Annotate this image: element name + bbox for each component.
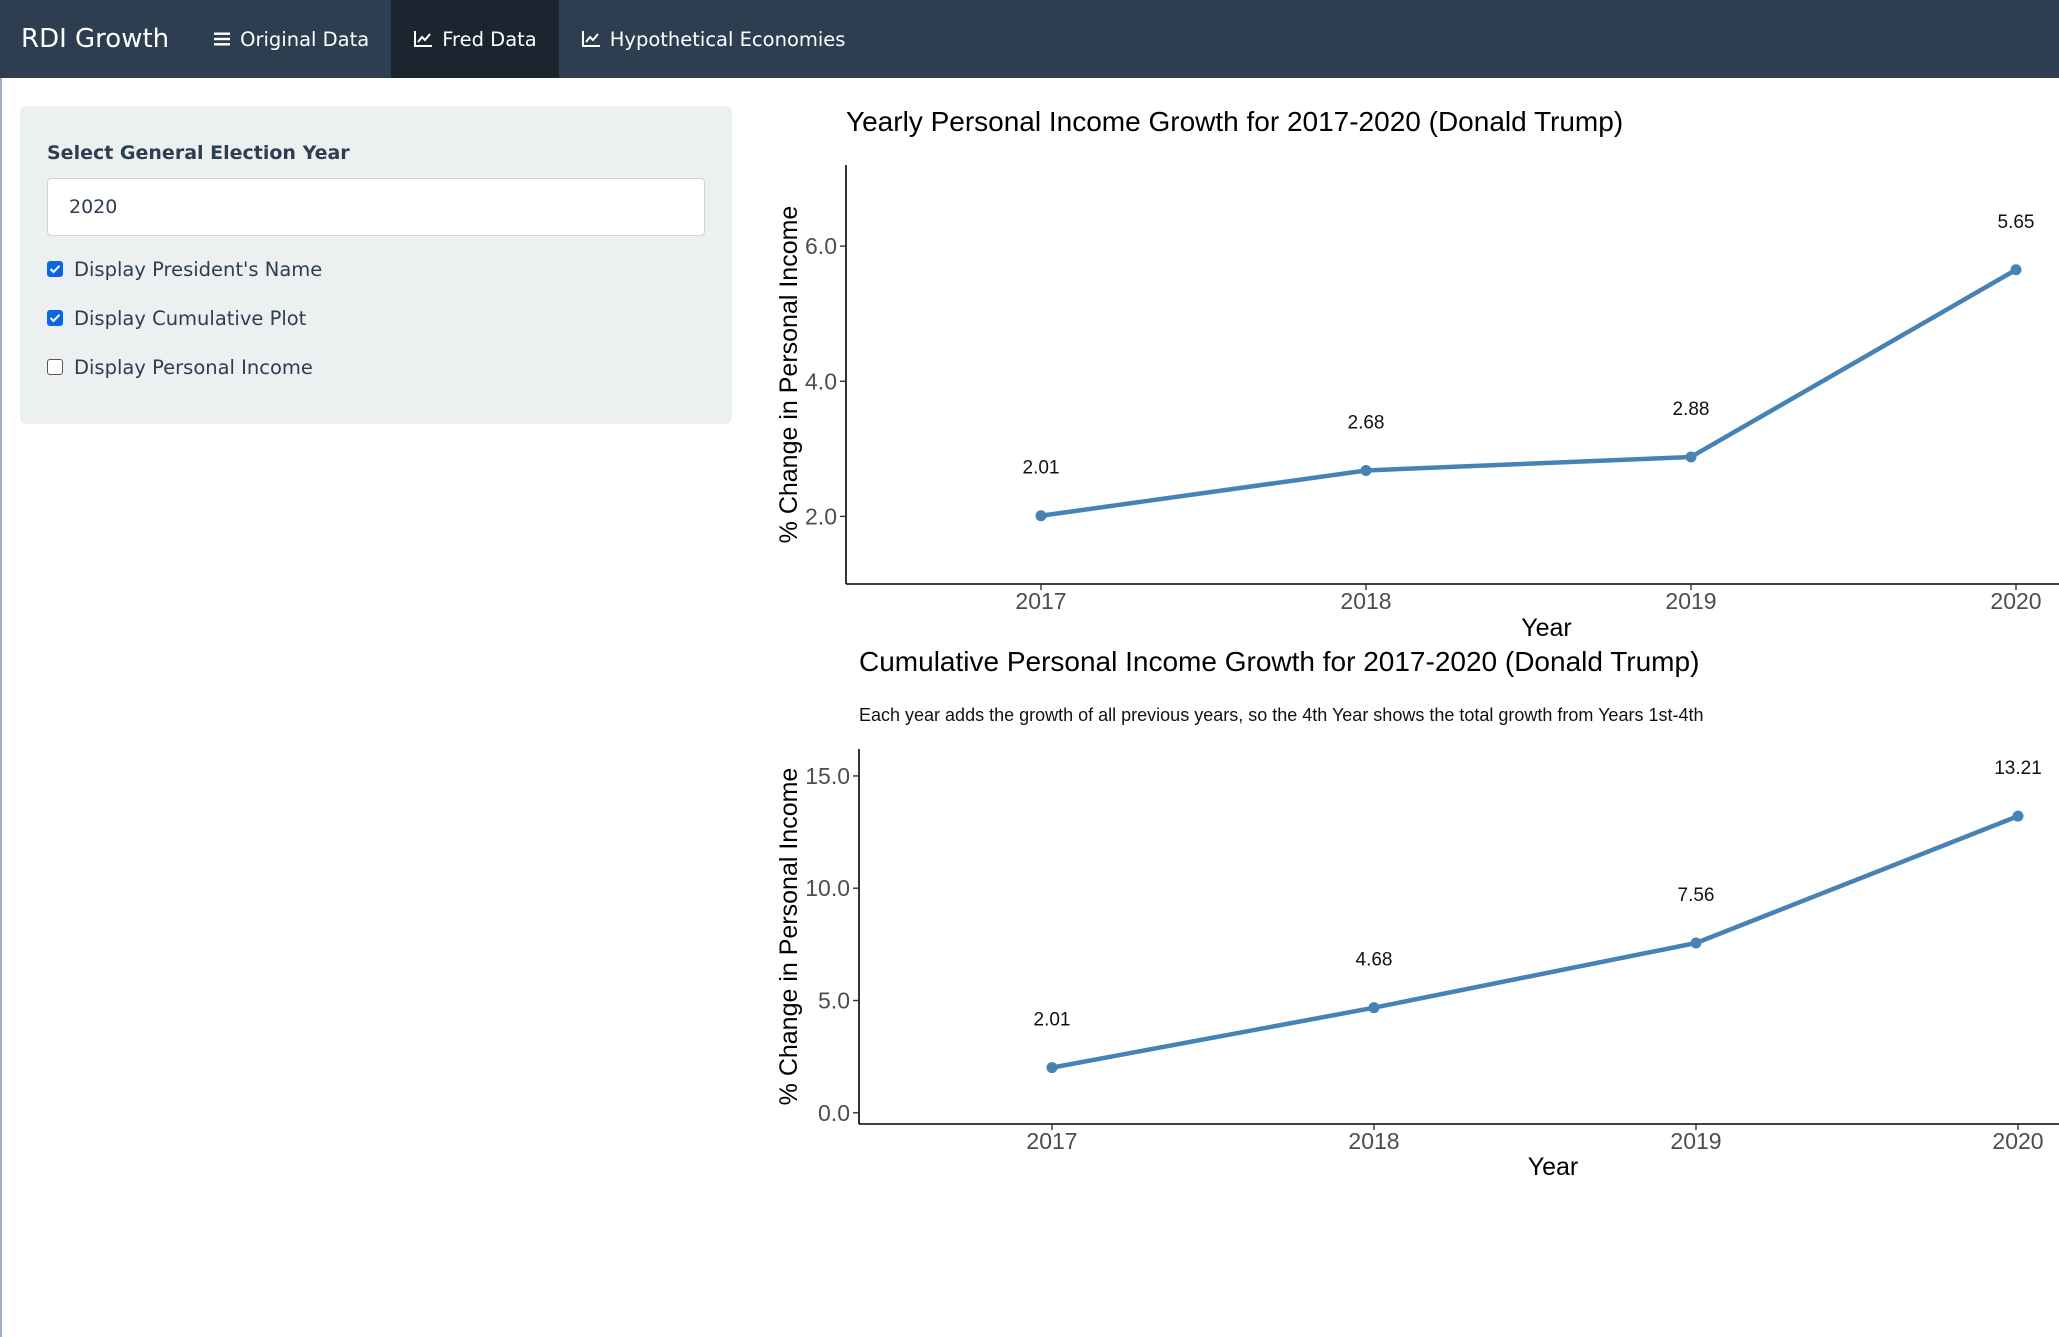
data-label: 2.01 bbox=[1034, 1010, 1071, 1031]
cumulative-income-chart: 0.0 5.0 10.0 15.0 2017 2018 2019 2020 % Change i… bbox=[775, 749, 2059, 1181]
data-label: 4.68 bbox=[1356, 950, 1393, 971]
election-year-select[interactable]: 2020 bbox=[47, 178, 705, 236]
y-tick-label: 4.0 bbox=[805, 368, 837, 394]
checkmark-icon bbox=[49, 265, 61, 274]
navbar: RDI Growth Original Data Fred Data Hypot… bbox=[0, 0, 2059, 78]
data-label: 7.56 bbox=[1678, 885, 1715, 906]
yearly-income-chart: 2.0 4.0 6.0 2017 2018 2019 2020 % Change in Per… bbox=[775, 165, 2059, 642]
y-tick-label: 10.0 bbox=[805, 875, 850, 901]
y-axis-title: % Change in Personal Income bbox=[775, 206, 803, 544]
line-chart-icon bbox=[414, 31, 433, 47]
cumulative-chart-subtitle: Each year adds the growth of all previou… bbox=[859, 705, 1704, 725]
election-year-label: Select General Election Year bbox=[47, 142, 350, 164]
y-tick-label: 2.0 bbox=[805, 503, 837, 529]
display-cumulative-plot-checkbox[interactable] bbox=[47, 310, 63, 326]
checkmark-icon bbox=[49, 314, 61, 323]
y-tick-label: 15.0 bbox=[805, 763, 850, 789]
series-line bbox=[1051, 814, 2019, 1070]
x-axis-title: Year bbox=[1528, 1153, 1579, 1181]
tab-label: Fred Data bbox=[442, 27, 537, 51]
yearly-chart-title: Yearly Personal Income Growth for 2017-2… bbox=[846, 106, 1624, 137]
display-personal-income-checkbox[interactable] bbox=[47, 359, 63, 375]
x-tick-label: 2019 bbox=[1670, 1128, 1721, 1154]
page-left-border bbox=[0, 78, 2, 1337]
data-point bbox=[2010, 264, 2022, 276]
x-axis-title: Year bbox=[1521, 614, 1572, 642]
x-tick-label: 2019 bbox=[1665, 588, 1716, 614]
x-tick-label: 2017 bbox=[1026, 1128, 1077, 1154]
display-personal-income-option[interactable]: Display Personal Income bbox=[47, 351, 705, 383]
y-tick-label: 5.0 bbox=[818, 987, 850, 1013]
app-brand[interactable]: RDI Growth bbox=[21, 24, 170, 54]
y-tick-label: 0.0 bbox=[818, 1100, 850, 1126]
tab-label: Original Data bbox=[240, 27, 370, 51]
data-point bbox=[2012, 810, 2024, 822]
data-label: 2.88 bbox=[1673, 399, 1710, 420]
tab-hypothetical-economies[interactable]: Hypothetical Economies bbox=[559, 0, 868, 78]
y-axis-title: % Change in Personal Income bbox=[775, 768, 803, 1106]
bars-icon bbox=[214, 32, 231, 46]
data-point bbox=[1690, 937, 1702, 949]
data-point bbox=[1685, 451, 1697, 463]
data-point bbox=[1360, 464, 1372, 476]
series-line bbox=[1040, 267, 2018, 518]
x-tick-label: 2017 bbox=[1015, 588, 1066, 614]
tab-fred-data[interactable]: Fred Data bbox=[391, 0, 559, 78]
data-label: 5.65 bbox=[1998, 212, 2035, 233]
display-president-name-option[interactable]: Display President's Name bbox=[47, 253, 705, 285]
data-label: 2.01 bbox=[1023, 458, 1060, 479]
data-label: 13.21 bbox=[1994, 758, 2042, 779]
tab-original-data[interactable]: Original Data bbox=[191, 0, 391, 78]
x-tick-label: 2018 bbox=[1348, 1128, 1399, 1154]
display-cumulative-plot-option[interactable]: Display Cumulative Plot bbox=[47, 302, 705, 334]
x-tick-label: 2020 bbox=[1992, 1128, 2043, 1154]
line-chart-icon bbox=[581, 31, 600, 47]
x-tick-label: 2020 bbox=[1990, 588, 2041, 614]
x-tick-label: 2018 bbox=[1340, 588, 1391, 614]
display-president-name-checkbox[interactable] bbox=[47, 261, 63, 277]
checkbox-label: Display Personal Income bbox=[74, 355, 313, 379]
y-tick-label: 6.0 bbox=[805, 233, 837, 259]
checkbox-label: Display President's Name bbox=[74, 257, 323, 281]
tab-label: Hypothetical Economies bbox=[609, 27, 846, 51]
data-point bbox=[1368, 1002, 1380, 1014]
data-point bbox=[1035, 510, 1047, 522]
cumulative-chart-title: Cumulative Personal Income Growth for 20… bbox=[859, 646, 1700, 677]
data-label: 2.68 bbox=[1348, 412, 1385, 433]
checkbox-label: Display Cumulative Plot bbox=[74, 306, 307, 330]
sidebar-panel: Select General Election Year 2020 Displa… bbox=[20, 106, 732, 424]
data-point bbox=[1046, 1062, 1058, 1074]
